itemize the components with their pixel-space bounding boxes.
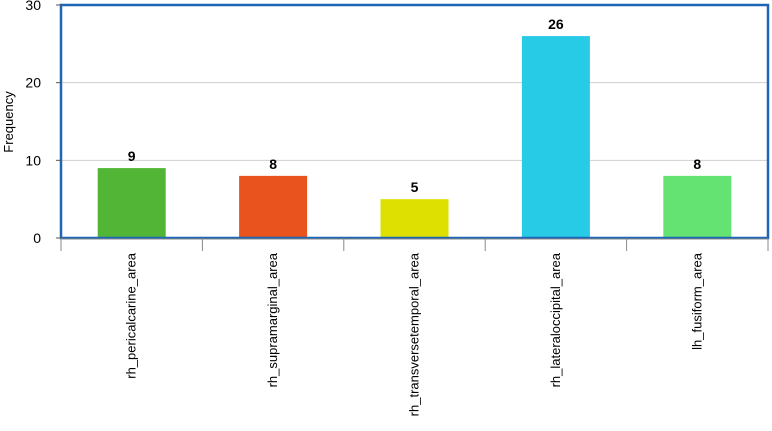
x-tick-label: rh_lateraloccipital_area bbox=[548, 252, 563, 387]
bar bbox=[239, 175, 308, 238]
data-labels: 9 8 5 26 8 bbox=[128, 16, 702, 195]
x-tick-label: rh_supramarginal_area bbox=[265, 252, 280, 387]
data-label: 8 bbox=[269, 156, 277, 172]
y-tick-label: 20 bbox=[25, 75, 41, 91]
data-label: 5 bbox=[411, 179, 419, 195]
y-axis-title: Frequency bbox=[1, 91, 16, 153]
x-tick-label: rh_transversetemporal_area bbox=[407, 252, 422, 416]
plot-frame bbox=[59, 3, 770, 240]
x-axis: rh_pericalcarine_area rh_supramarginal_ar… bbox=[60, 238, 769, 416]
y-tick-label: 30 bbox=[25, 0, 41, 13]
data-label: 26 bbox=[548, 16, 564, 32]
y-tick-label: 0 bbox=[33, 230, 41, 246]
y-tick-label: 10 bbox=[25, 152, 41, 168]
bar bbox=[521, 36, 590, 238]
gridlines bbox=[61, 82, 768, 161]
data-label: 9 bbox=[128, 148, 136, 164]
bar bbox=[380, 199, 449, 238]
x-tick-label: lh_fusiform_area bbox=[689, 252, 704, 350]
bar bbox=[663, 175, 732, 238]
data-label: 8 bbox=[693, 156, 701, 172]
y-axis: 0 10 20 30 bbox=[25, 0, 61, 246]
bars bbox=[97, 36, 732, 238]
bar bbox=[97, 168, 166, 238]
x-tick-label: rh_pericalcarine_area bbox=[124, 252, 139, 379]
